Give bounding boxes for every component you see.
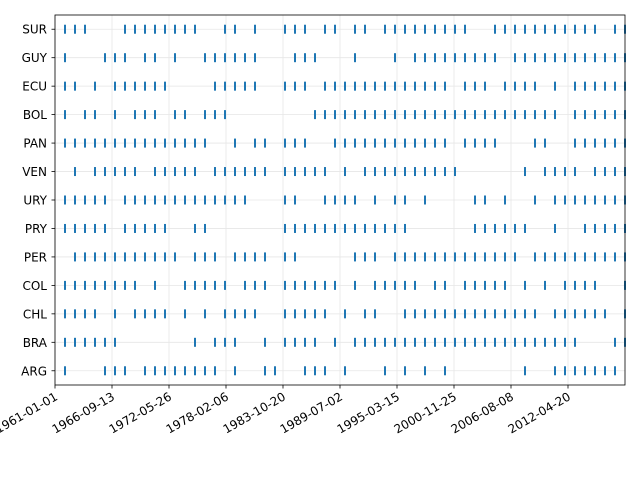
series-col	[64, 280, 626, 290]
y-tick-label: PRY	[25, 222, 48, 236]
grid-lines	[54, 15, 625, 385]
series-bol	[64, 110, 626, 120]
series-ven	[74, 167, 626, 177]
y-tick-label: URY	[23, 194, 47, 208]
y-tick-label: VEN	[22, 165, 47, 179]
plot-frame	[54, 14, 626, 386]
y-tick-label: GUY	[22, 51, 48, 65]
y-tick-label: ARG	[21, 364, 47, 378]
y-tick-label: CHL	[23, 307, 47, 321]
y-tick-label: SUR	[22, 23, 47, 37]
series-sur	[64, 24, 626, 34]
series-ury	[64, 195, 626, 205]
y-tick-label: PAN	[23, 137, 47, 151]
series-arg	[64, 366, 616, 376]
series-per	[74, 252, 626, 262]
y-tick-label: BRA	[23, 336, 48, 350]
y-tick-label: PER	[24, 250, 47, 264]
y-tick-label: ECU	[22, 80, 47, 94]
series-bra	[64, 337, 626, 347]
series-pry	[64, 223, 626, 233]
y-tick-label: BOL	[23, 108, 47, 122]
y-tick-label: COL	[22, 279, 47, 293]
event-marks	[64, 24, 626, 376]
y-axis: ARG BRA CHL COL PER PRY URY VEN PAN BOL ECU GUY SUR	[21, 23, 55, 378]
